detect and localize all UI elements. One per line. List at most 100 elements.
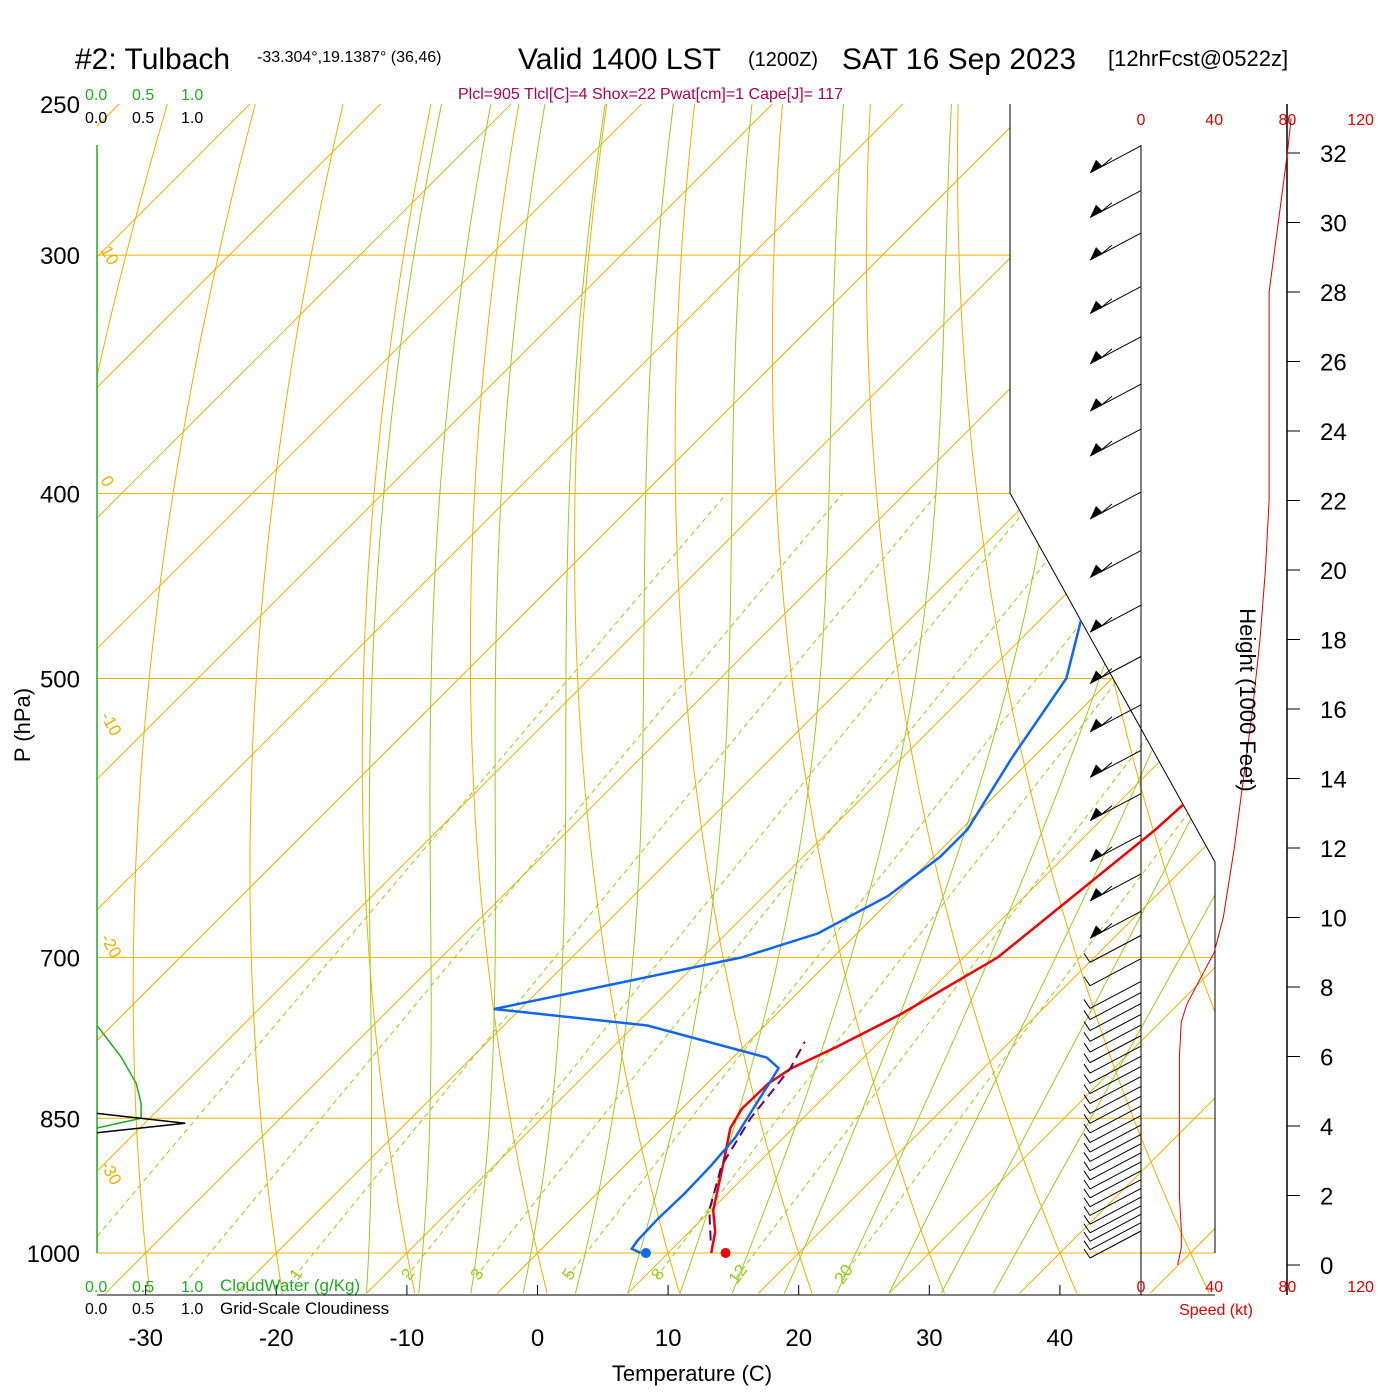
x-tick-label: 10	[655, 1325, 682, 1352]
wind-barb-staff	[1089, 1086, 1142, 1114]
wind-barb	[1089, 491, 1142, 520]
isotherm-line	[97, 104, 697, 1294]
dry-adiabat-line	[1045, 104, 1215, 1294]
y-tick-label: 500	[40, 667, 80, 694]
wind-barb-staff	[1089, 491, 1142, 520]
parcel-line	[708, 1041, 806, 1241]
wind-barb-staff	[1089, 286, 1142, 315]
wind-barb	[1089, 604, 1142, 633]
dry-adiabat-line	[1393, 70, 1400, 1293]
wind-barb	[1089, 656, 1142, 684]
x-tick-label: 0	[531, 1325, 544, 1352]
isotherm-line	[97, 104, 1215, 1294]
mixing-ratio-line	[841, 493, 1215, 1278]
cloudwater-scale-bottom-1: 0.5	[132, 1279, 154, 1296]
wind-barb-feather	[1083, 1063, 1091, 1074]
wind-barb-staff	[1089, 1045, 1142, 1074]
wind-barb	[1089, 286, 1142, 315]
wind-barb-feather	[1083, 1032, 1091, 1042]
wind-barb	[1083, 1188, 1142, 1216]
speed-tick-label-bottom: 80	[1279, 1279, 1297, 1296]
diagram-frame	[96, 104, 1288, 1296]
isotherm-label-left: -10	[97, 709, 126, 740]
height-tick-label: 8	[1320, 975, 1333, 1002]
wind-barb-feather	[1083, 1053, 1091, 1063]
moist-adiabat-line	[940, 104, 1215, 1294]
height-tick-label: 12	[1320, 836, 1347, 863]
dry-adiabat-line	[132, 104, 265, 1294]
mixing-ratio-label: 20	[831, 1261, 857, 1287]
wind-barb	[1083, 1222, 1142, 1251]
wind-barb-feather	[1083, 1074, 1091, 1084]
wind-barb-feather	[1099, 805, 1113, 817]
wind-barb-feather	[1099, 244, 1113, 256]
height-tick-label: 14	[1320, 767, 1347, 794]
cloudiness-scale-bottom-2: 1.0	[181, 1301, 203, 1318]
x-tick-label: -10	[390, 1325, 425, 1352]
wind-barb-flag	[1090, 887, 1102, 901]
wind-barb	[1083, 1105, 1142, 1134]
height-tick-label: 10	[1320, 906, 1347, 933]
wind-barb-staff	[1089, 1115, 1142, 1144]
wind-barb-staff	[1089, 1105, 1142, 1134]
dry-adiabat-line	[956, 104, 1210, 1294]
height-tick-label: 26	[1320, 350, 1347, 377]
wind-barb-feather	[1099, 616, 1113, 628]
y-tick-label: 850	[40, 1106, 80, 1133]
wind-barb	[1083, 980, 1142, 1009]
isotherm-line	[888, 104, 1215, 1294]
wind-barb	[1083, 1045, 1142, 1074]
height-tick-label: 20	[1320, 558, 1347, 585]
cloudiness-scale-2: 1.0	[181, 110, 203, 127]
wind-barb-feather	[1083, 1114, 1091, 1124]
height-tick-label: 16	[1320, 697, 1347, 724]
valid-time: Valid 1400 LST	[518, 43, 721, 76]
cloudiness-line	[97, 1112, 186, 1134]
wind-barb-feather	[1083, 1179, 1091, 1190]
wind-barb-staff	[1089, 1066, 1142, 1094]
wind-barb-staff	[1089, 604, 1142, 633]
dry-adiabat-line	[574, 104, 681, 1294]
wind-barb	[1083, 934, 1142, 963]
speed-tick-label-bottom: 40	[1205, 1279, 1223, 1296]
isotherm-label-left: -30	[97, 1158, 126, 1189]
wind-barb-feather	[1083, 1248, 1091, 1259]
height-tick-label: 24	[1320, 419, 1347, 446]
isotherm-line	[627, 104, 1215, 1294]
wind-barb-feather	[1099, 395, 1113, 407]
speed-tick-label-bottom: 0	[1137, 1279, 1146, 1296]
moist-adiabat-line	[679, 104, 847, 1294]
wind-barb	[1083, 1143, 1142, 1172]
moist-adiabat-line	[836, 104, 1215, 1294]
height-axis-title: Height (1000 Feet)	[1235, 608, 1260, 791]
mixing-ratio-label: 12	[725, 1261, 751, 1287]
dry-adiabat-line	[865, 104, 1078, 1294]
dry-adiabat-line	[1132, 104, 1215, 1294]
isotherm-line	[104, 104, 1215, 1294]
isotherm-label-right: 30	[1170, 766, 1208, 804]
dry-adiabat-line	[469, 104, 548, 1294]
height-tick-label: 32	[1320, 141, 1347, 168]
wind-barb	[1083, 1024, 1142, 1053]
utc-time: (1200Z)	[748, 49, 818, 71]
height-tick-label: 18	[1320, 628, 1347, 655]
wind-barb-staff	[1089, 1170, 1142, 1199]
height-tick-label: 22	[1320, 489, 1347, 516]
moist-adiabat-line	[992, 104, 1215, 1294]
wind-barb-feather	[1083, 1010, 1091, 1020]
height-tick-label: 2	[1320, 1184, 1333, 1211]
isotherm-line	[97, 104, 175, 1294]
mixing-ratio-line	[97, 493, 727, 1278]
wind-barb	[1083, 1076, 1142, 1105]
cloudwater-legend: CloudWater (g/Kg)	[220, 1276, 360, 1295]
wind-barb	[1083, 1086, 1142, 1114]
moist-adiabat-line	[783, 104, 1081, 1294]
wind-barb-feather	[1083, 1133, 1091, 1143]
wind-barb	[1083, 1152, 1142, 1181]
wind-barb-staff	[1089, 190, 1142, 219]
wind-barb-staff	[1089, 1024, 1142, 1053]
cloudiness-scale-bottom-1: 0.5	[132, 1301, 154, 1318]
wind-barb-flag	[1090, 350, 1102, 364]
wind-barb-staff	[1089, 1152, 1142, 1181]
wind-barb	[1089, 834, 1142, 863]
